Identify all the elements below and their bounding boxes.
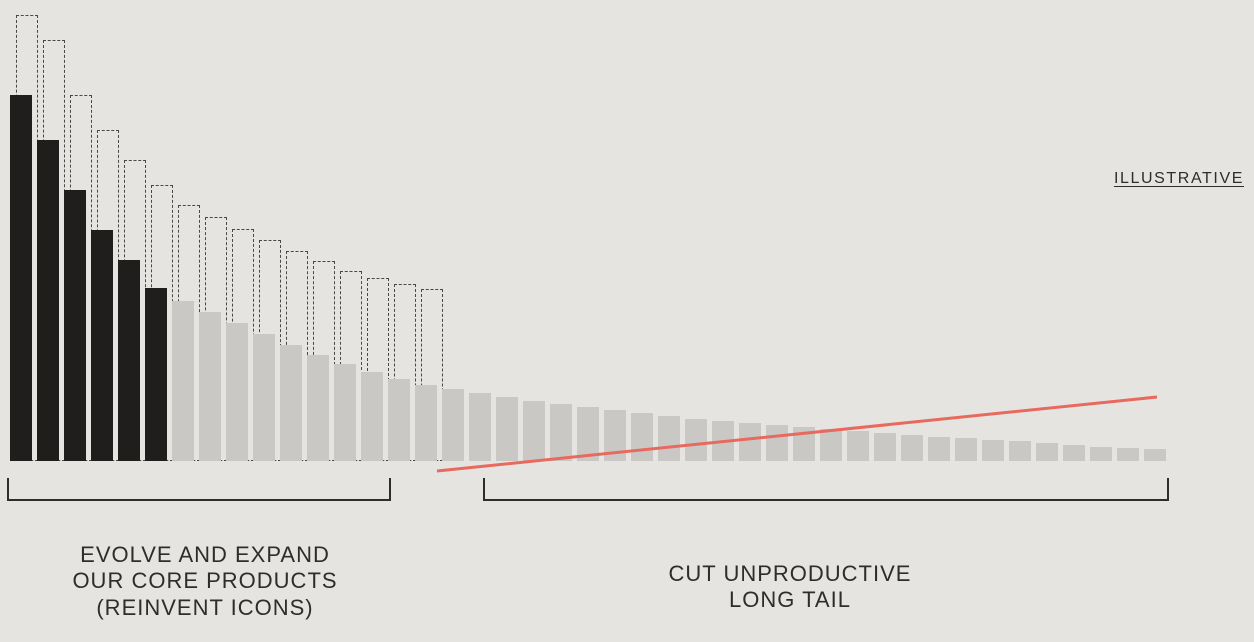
core-bar <box>64 190 86 461</box>
tail-bar <box>550 404 572 461</box>
tail-bar <box>955 438 977 461</box>
tail-bar <box>631 413 653 461</box>
tail-bar <box>1117 448 1139 461</box>
tail-bar <box>415 385 437 461</box>
tail-bar <box>712 421 734 461</box>
tail-bar <box>658 416 680 461</box>
core-bar <box>91 230 113 461</box>
tail-bar <box>1036 443 1058 461</box>
core-bar <box>37 140 59 461</box>
tail-bar <box>226 323 248 461</box>
tail-bar <box>523 401 545 461</box>
core-bar <box>10 95 32 461</box>
tail-bar <box>1144 449 1166 461</box>
tail-bar <box>1090 447 1112 461</box>
tail-bar <box>928 437 950 461</box>
tail-bar <box>442 389 464 461</box>
tail-bar <box>1063 445 1085 461</box>
tail-bar <box>820 429 842 461</box>
tail-bar <box>253 334 275 461</box>
tail-bar <box>199 312 221 461</box>
tail-bar <box>334 364 356 461</box>
tail-bar <box>874 433 896 461</box>
tail-bar <box>388 379 410 461</box>
tail-bar <box>982 440 1004 461</box>
tail-bar <box>1009 441 1031 461</box>
tail-bar <box>847 431 869 461</box>
tail-bar <box>577 407 599 461</box>
tail-bar <box>685 419 707 461</box>
tail-bar <box>307 355 329 461</box>
tail-bar <box>739 423 761 461</box>
long-tail-label: CUT UNPRODUCTIVE LONG TAIL <box>668 561 912 613</box>
core-products-label: EVOLVE AND EXPAND OUR CORE PRODUCTS (REI… <box>72 542 338 620</box>
core-bar <box>118 260 140 461</box>
tail-bar <box>766 425 788 461</box>
tail-bar <box>793 427 815 461</box>
tail-bar <box>469 393 491 461</box>
tail-bar <box>172 301 194 461</box>
core-bar <box>145 288 167 461</box>
tail-bar <box>604 410 626 461</box>
tail-bar <box>280 345 302 461</box>
tail-bar <box>901 435 923 461</box>
illustrative-label: ILLUSTRATIVE <box>1113 170 1244 187</box>
tail-bar <box>361 372 383 461</box>
tail-bar <box>496 397 518 461</box>
